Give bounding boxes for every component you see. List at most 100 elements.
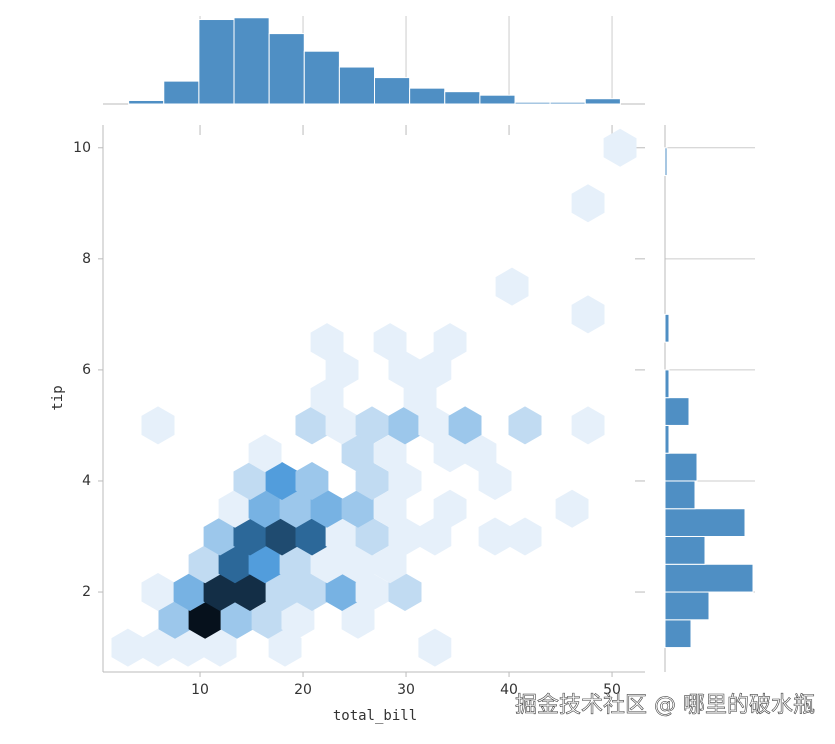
histogram-bar [664,619,692,649]
hexbin-cell [295,517,329,556]
hexbin-cell [433,323,467,362]
hexbin-cell [325,350,359,389]
hexbin-cell [448,406,482,445]
histogram-bar [584,98,621,105]
y-tick-label: 2 [82,584,91,600]
histogram-bar [514,101,551,105]
hexbin-cell [173,573,207,611]
hexbin-cell [233,573,267,611]
x-tick-label: 10 [191,682,209,698]
hexbin-cell [325,573,359,611]
histogram-bar [198,19,235,105]
hexbin-cell [433,434,467,473]
hexbin-cell [248,489,282,528]
histogram-bar [664,397,690,426]
hexbin-cell [171,628,205,667]
hexbin-cell [158,600,192,639]
histogram-bar [479,94,516,105]
hexbin-cell [373,545,407,584]
hexbin-cell [571,406,605,445]
x-tick-label: 40 [500,682,518,698]
histogram-bar [444,91,481,105]
hexbin-cell [310,489,344,528]
hexbin-cell [418,628,452,667]
hexbin-cell [295,462,329,500]
histogram-bar [664,480,696,510]
watermark: 掘金技术社区 @ 哪里的破水瓶 [515,693,815,718]
hexbin-cell [403,378,437,417]
histogram-bar [664,563,754,593]
hexbin-cell [508,406,542,445]
hexbin-cell [265,517,299,556]
hexbin-cell [388,573,422,611]
hexbin-cell [281,600,315,639]
histogram-bar [664,369,670,399]
hexbin-cell [463,434,497,473]
x-tick-label: 30 [397,682,415,698]
hexbin-cell [218,545,252,584]
hexbin-cell [418,517,452,556]
histogram-bar [664,508,746,537]
hexbin-cell [268,628,302,667]
y-tick-label: 8 [82,251,91,267]
histogram-bar [664,313,670,343]
hexbin-cell [279,545,313,584]
x-axis-label: total_bill [333,708,417,724]
hexbin-cell [355,406,389,445]
hexbin-cell [373,434,407,473]
hexbin-cell [141,628,175,667]
hexbin-cell [508,517,542,556]
hexbin-cell [495,267,529,306]
histogram-bar [374,77,411,105]
hexbin-cell [141,406,175,445]
histogram-bar [664,591,710,621]
hexbin-cell [388,406,422,445]
x-tick-label: 50 [603,682,621,698]
hexbin-cell [265,462,299,500]
hexbin-cell [251,600,285,639]
hexbin-cell [220,600,254,639]
x-tick-label: 20 [294,682,312,698]
histogram-bar [664,452,698,482]
hexbin-cell [388,517,422,556]
hexbin-cell [233,517,267,556]
hexbin-cell [418,406,452,445]
hexbin-cell [295,406,329,445]
hexbin-cell [355,573,389,611]
hexbin-cell [341,434,375,473]
hexbin-cell [418,350,452,389]
hexbin-cell [603,128,637,167]
histogram-bar [268,33,305,105]
hexbin-cell [248,434,282,473]
histogram-bar [303,50,340,105]
hexbin-cell [433,489,467,528]
hexbin-cell [203,517,237,556]
hexbin-cell [141,573,175,611]
hexbin-cell [325,406,359,445]
histogram-bar [664,424,670,454]
histogram-bar [128,99,165,105]
histogram-bar [233,17,270,105]
hexbin-cell [203,573,237,611]
hexbin-cell [555,489,589,528]
hexbin-cell [111,628,145,667]
hexbin-cell [279,489,313,528]
hexbin-cell [188,545,222,584]
histogram-bar [664,535,706,565]
hexbin-cell [478,462,512,500]
hexbin-cell [325,517,359,556]
hexbin-cell [265,573,299,611]
y-tick-label: 10 [73,140,91,156]
hexbin-cell [478,517,512,556]
hexbin-cell [188,600,222,639]
histogram-bar [163,80,200,105]
hexbin-cell [248,545,282,584]
hexbin-cell [341,600,375,639]
histogram-bar [409,87,446,105]
y-tick-label: 6 [82,362,91,378]
y-axis-label: tip [50,385,66,410]
histogram-bar [664,147,668,177]
histogram-bar [549,101,586,105]
hexbin-cell [341,489,375,528]
